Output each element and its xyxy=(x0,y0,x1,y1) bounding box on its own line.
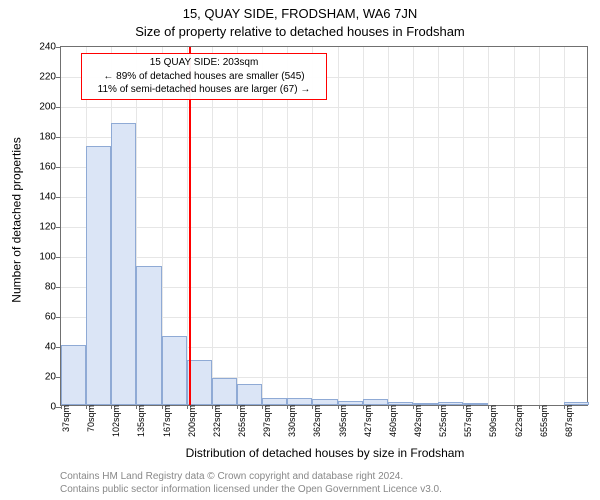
x-tick-label: 232sqm xyxy=(210,405,222,437)
x-tick-label: 362sqm xyxy=(310,405,322,437)
gridline-v xyxy=(388,47,389,405)
x-tick-label: 590sqm xyxy=(486,405,498,437)
gridline-v xyxy=(237,47,238,405)
gridline-v xyxy=(338,47,339,405)
y-axis-title-container: Number of detached properties xyxy=(10,0,24,440)
x-tick-label: 395sqm xyxy=(336,405,348,437)
gridline-v xyxy=(539,47,540,405)
gridline-h xyxy=(61,197,587,198)
gridline-v xyxy=(262,47,263,405)
y-axis-title: Number of detached properties xyxy=(10,137,24,302)
y-tick-mark xyxy=(56,47,61,48)
gridline-v xyxy=(438,47,439,405)
gridline-h xyxy=(61,107,587,108)
plot-area: 02040608010012014016018020022024037sqm70… xyxy=(60,46,588,406)
reference-line xyxy=(189,47,191,405)
annotation-box: 15 QUAY SIDE: 203sqm← 89% of detached ho… xyxy=(81,53,327,100)
histogram-bar xyxy=(287,398,312,406)
x-tick-label: 427sqm xyxy=(361,405,373,437)
footer: Contains HM Land Registry data © Crown c… xyxy=(60,470,590,496)
histogram-bar xyxy=(111,123,136,405)
histogram-bar xyxy=(262,398,287,406)
x-tick-label: 200sqm xyxy=(185,405,197,437)
x-tick-label: 460sqm xyxy=(386,405,398,437)
gridline-h xyxy=(61,137,587,138)
x-tick-label: 557sqm xyxy=(461,405,473,437)
page-title-line1: 15, QUAY SIDE, FRODSHAM, WA6 7JN xyxy=(0,6,600,21)
page-title-line2: Size of property relative to detached ho… xyxy=(0,24,600,39)
gridline-v xyxy=(564,47,565,405)
x-tick-label: 687sqm xyxy=(562,405,574,437)
x-tick-label: 525sqm xyxy=(436,405,448,437)
y-tick-mark xyxy=(56,197,61,198)
chart-plot: 02040608010012014016018020022024037sqm70… xyxy=(60,46,588,406)
y-tick-mark xyxy=(56,287,61,288)
x-tick-label: 492sqm xyxy=(411,405,423,437)
annotation-line2: ← 89% of detached houses are smaller (54… xyxy=(85,70,323,84)
gridline-v xyxy=(463,47,464,405)
x-tick-label: 70sqm xyxy=(84,405,96,432)
x-tick-label: 167sqm xyxy=(160,405,172,437)
x-tick-label: 330sqm xyxy=(285,405,297,437)
histogram-bar xyxy=(136,266,161,406)
x-axis-title: Distribution of detached houses by size … xyxy=(60,446,590,460)
gridline-v xyxy=(187,47,188,405)
histogram-bar xyxy=(61,345,86,405)
gridline-v xyxy=(287,47,288,405)
y-tick-mark xyxy=(56,137,61,138)
gridline-h xyxy=(61,257,587,258)
histogram-bar xyxy=(162,336,187,405)
y-tick-mark xyxy=(56,77,61,78)
gridline-h xyxy=(61,227,587,228)
x-tick-label: 655sqm xyxy=(537,405,549,437)
y-tick-mark xyxy=(56,167,61,168)
gridline-v xyxy=(363,47,364,405)
annotation-line1: 15 QUAY SIDE: 203sqm xyxy=(85,56,323,70)
footer-line2: Contains public sector information licen… xyxy=(60,483,590,496)
y-tick-mark xyxy=(56,107,61,108)
histogram-bar xyxy=(212,378,237,405)
y-tick-mark xyxy=(56,317,61,318)
annotation-line3: 11% of semi-detached houses are larger (… xyxy=(85,83,323,97)
gridline-v xyxy=(488,47,489,405)
histogram-bar xyxy=(237,384,262,405)
footer-line1: Contains HM Land Registry data © Crown c… xyxy=(60,470,590,483)
gridline-v xyxy=(312,47,313,405)
x-tick-label: 135sqm xyxy=(134,405,146,437)
x-tick-label: 37sqm xyxy=(59,405,71,432)
x-tick-label: 265sqm xyxy=(235,405,247,437)
y-tick-mark xyxy=(56,257,61,258)
x-tick-label: 622sqm xyxy=(512,405,524,437)
y-tick-mark xyxy=(56,227,61,228)
x-tick-label: 297sqm xyxy=(260,405,272,437)
gridline-v xyxy=(514,47,515,405)
gridline-v xyxy=(413,47,414,405)
x-tick-label: 102sqm xyxy=(109,405,121,437)
gridline-h xyxy=(61,167,587,168)
gridline-v xyxy=(212,47,213,405)
histogram-bar xyxy=(86,146,111,406)
